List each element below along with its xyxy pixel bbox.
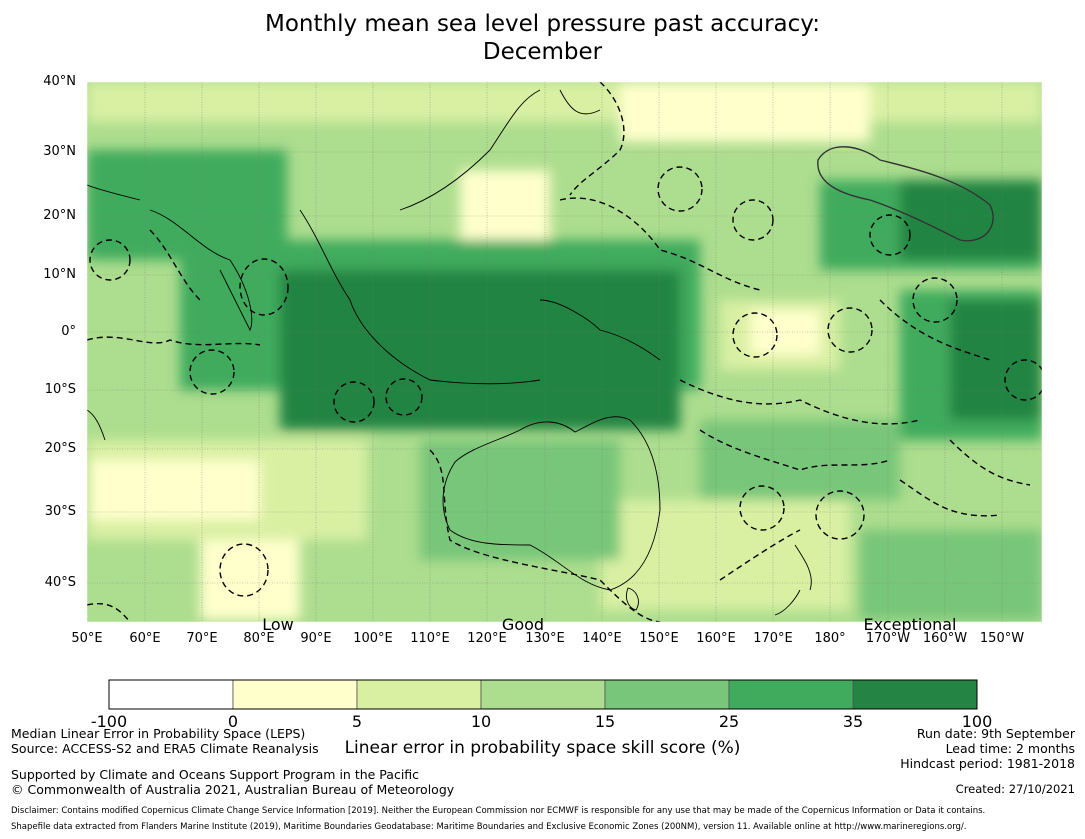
colorbar-tick: 5 (351, 712, 363, 731)
colorbar-segment (480, 679, 606, 710)
lon-label: 180° (814, 631, 846, 646)
colorbar-segment (728, 679, 854, 710)
footer-created: Created: 27/10/2021 (955, 782, 1075, 796)
map-title-line1: Monthly mean sea level pressure past acc… (265, 11, 820, 37)
map-title-line2: December (482, 39, 603, 65)
colorbar-tick: 25 (718, 712, 740, 731)
footer-shapefile: Shapefile data extracted from Flanders M… (11, 822, 967, 832)
footer-lead-time: Lead time: 2 months (945, 741, 1075, 756)
lat-label: 40°N (43, 74, 76, 89)
footer-copyright: © Commonwealth of Australia 2021, Austra… (11, 782, 455, 797)
footer-disclaimer: Disclaimer: Contains modified Copernicus… (11, 806, 986, 816)
footer-method: Median Linear Error in Probability Space… (11, 726, 306, 741)
eez-boundaries (87, 82, 1042, 622)
lat-label: 30°S (44, 504, 76, 519)
lon-label: 120°E (467, 631, 507, 646)
lon-label: 90°E (300, 631, 332, 646)
lon-label: 50°E (71, 631, 103, 646)
lon-label: 130°E (525, 631, 565, 646)
lon-label: 70°E (186, 631, 218, 646)
lat-label: 10°N (43, 267, 76, 282)
colorbar-segment (604, 679, 730, 710)
colorbar-segment (232, 679, 358, 710)
lon-label: 160°E (696, 631, 736, 646)
colorbar-segment (108, 679, 234, 710)
lat-label: 20°N (43, 208, 76, 223)
colorbar-segment (356, 679, 482, 710)
colorbar-tick: 35 (842, 712, 864, 731)
lon-label: 60°E (129, 631, 161, 646)
lon-label: 160°W (922, 631, 968, 646)
lon-label: 150°W (979, 631, 1025, 646)
lon-label: 110°E (410, 631, 450, 646)
colorbar-tick: -100 (90, 712, 128, 731)
category-exceptional: Exceptional (863, 615, 957, 634)
colorbar-tick: 100 (961, 712, 993, 731)
footer-run-date: Run date: 9th September (916, 726, 1075, 741)
colorbar-frame (108, 679, 978, 710)
lon-label: 170°W (865, 631, 911, 646)
colorbar-label: Linear error in probability space skill … (344, 738, 741, 758)
colorbar-tick: 10 (470, 712, 492, 731)
colorbar-tick: 0 (227, 712, 239, 731)
lat-label: 40°S (44, 575, 76, 590)
lat-label: 0° (61, 324, 76, 339)
colorbar-tick: 15 (594, 712, 616, 731)
lat-label: 20°S (44, 441, 76, 456)
lon-label: 80°E (243, 631, 275, 646)
colorbar-segment (852, 679, 978, 710)
colorbar (108, 679, 978, 710)
skill-field (87, 82, 1042, 622)
footer-source: Source: ACCESS-S2 and ERA5 Climate Reana… (11, 741, 319, 756)
lat-label: 10°S (44, 382, 76, 397)
coastlines (87, 89, 812, 616)
category-good: Good (501, 615, 545, 634)
lon-label: 100°E (353, 631, 393, 646)
region-outline (817, 146, 994, 242)
category-low: Low (262, 615, 294, 634)
lon-label: 140°E (582, 631, 622, 646)
footer-support: Supported by Climate and Oceans Support … (11, 767, 420, 782)
lon-label: 170°E (753, 631, 793, 646)
lat-label: 30°N (43, 144, 76, 159)
footer-hindcast: Hindcast period: 1981-2018 (900, 756, 1075, 771)
lon-label: 150°E (639, 631, 679, 646)
